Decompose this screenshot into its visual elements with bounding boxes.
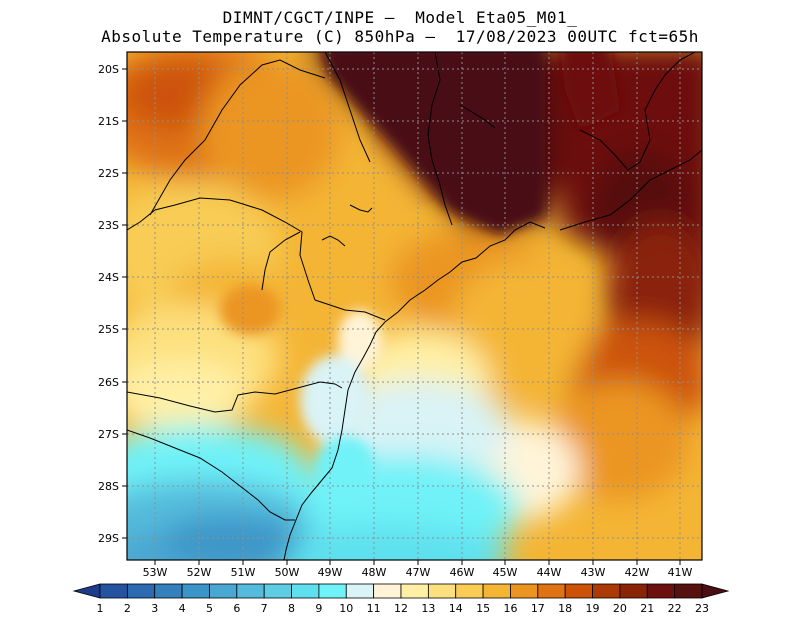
colorbar-label: 11 xyxy=(367,602,381,615)
colorbar-swatch xyxy=(318,583,347,599)
lon-label: 52W xyxy=(187,566,212,579)
colorbar-arrow-high xyxy=(701,583,730,599)
map-title-line2: Absolute Temperature (C) 850hPa – 17/08/… xyxy=(101,27,699,46)
colorbar-swatch xyxy=(455,583,484,599)
lon-label: 46W xyxy=(450,566,475,579)
lon-label: 47W xyxy=(406,566,431,579)
lat-label: 22S xyxy=(98,167,119,180)
colorbar-label: 23 xyxy=(695,602,709,615)
colorbar-label: 13 xyxy=(421,602,435,615)
lat-label: 24S xyxy=(98,271,119,284)
colorbar-label: 18 xyxy=(558,602,572,615)
lon-label: 48W xyxy=(362,566,387,579)
colorbar-label: 9 xyxy=(315,602,322,615)
colorbar-label: 2 xyxy=(124,602,131,615)
lon-label: 43W xyxy=(581,566,606,579)
lat-label: 21S xyxy=(98,115,119,128)
colorbar-swatch xyxy=(674,583,703,599)
colorbar-swatch xyxy=(482,583,511,599)
lon-label: 53W xyxy=(143,566,168,579)
lon-axis: 53W 52W 51W 50W 49W 48W 47W 46W 45W 44W … xyxy=(143,560,693,579)
lat-label: 29S xyxy=(98,532,119,545)
colorbar-swatch xyxy=(181,583,210,599)
lon-label: 42W xyxy=(625,566,650,579)
lon-label: 51W xyxy=(231,566,256,579)
colorbar-swatch xyxy=(345,583,375,599)
colorbar-label: 14 xyxy=(449,602,463,615)
colorbar-swatch xyxy=(400,583,429,599)
colorbar-label: 10 xyxy=(339,602,353,615)
lat-label: 20S xyxy=(98,63,119,76)
colorbar-label: 7 xyxy=(261,602,268,615)
colorbar-label: 5 xyxy=(206,602,213,615)
colorbar-label: 21 xyxy=(640,602,654,615)
colorbar-swatch xyxy=(510,583,539,599)
lat-lon-grid xyxy=(127,52,702,560)
colorbar-label: 15 xyxy=(476,602,490,615)
temperature-field xyxy=(127,52,702,560)
lon-label: 50W xyxy=(275,566,300,579)
colorbar-swatch xyxy=(236,583,265,599)
colorbar-label: 6 xyxy=(233,602,240,615)
lat-label: 25S xyxy=(98,323,119,336)
map-title-line1: DIMNT/CGCT/INPE – Model Eta05_M01_ xyxy=(222,8,578,27)
colorbar-swatch xyxy=(291,583,320,599)
lat-label: 26S xyxy=(98,376,119,389)
colorbar-label: 4 xyxy=(179,602,186,615)
colorbar: 1 2 3 4 5 6 7 8 9 10 11 12 13 14 15 16 17 18 19 20 21 22 23 xyxy=(72,583,730,615)
colorbar-label: 17 xyxy=(531,602,545,615)
lat-label: 28S xyxy=(98,480,119,493)
lon-label: 41W xyxy=(668,566,693,579)
colorbar-swatch xyxy=(619,583,648,599)
lat-label: 27S xyxy=(98,428,119,441)
colorbar-label: 3 xyxy=(151,602,158,615)
map-frame xyxy=(126,51,703,561)
colorbar-swatch xyxy=(427,583,457,599)
colorbar-label: 8 xyxy=(288,602,295,615)
lon-label: 45W xyxy=(493,566,518,579)
colorbar-swatch xyxy=(126,583,156,599)
lon-label: 44W xyxy=(537,566,562,579)
colorbar-swatch xyxy=(209,583,238,599)
lon-label: 49W xyxy=(318,566,343,579)
colorbar-swatch xyxy=(263,583,292,599)
colorbar-swatch xyxy=(564,583,593,599)
lat-axis: 20S 21S 22S 23S 24S 25S 26S 27S 28S 29S xyxy=(98,63,127,545)
colorbar-label: 20 xyxy=(613,602,627,615)
lat-label: 23S xyxy=(98,219,119,232)
colorbar-swatch xyxy=(646,583,676,599)
colorbar-arrow-low xyxy=(72,583,101,599)
colorbar-label: 16 xyxy=(503,602,517,615)
colorbar-swatch xyxy=(154,583,183,599)
colorbar-swatch xyxy=(373,583,402,599)
colorbar-label: 22 xyxy=(668,602,682,615)
colorbar-label: 12 xyxy=(394,602,408,615)
coastline-borders xyxy=(127,52,702,560)
colorbar-label: 1 xyxy=(97,602,104,615)
colorbar-swatch xyxy=(99,583,128,599)
colorbar-swatch xyxy=(537,583,566,599)
colorbar-swatch xyxy=(592,583,621,599)
colorbar-label: 19 xyxy=(586,602,600,615)
